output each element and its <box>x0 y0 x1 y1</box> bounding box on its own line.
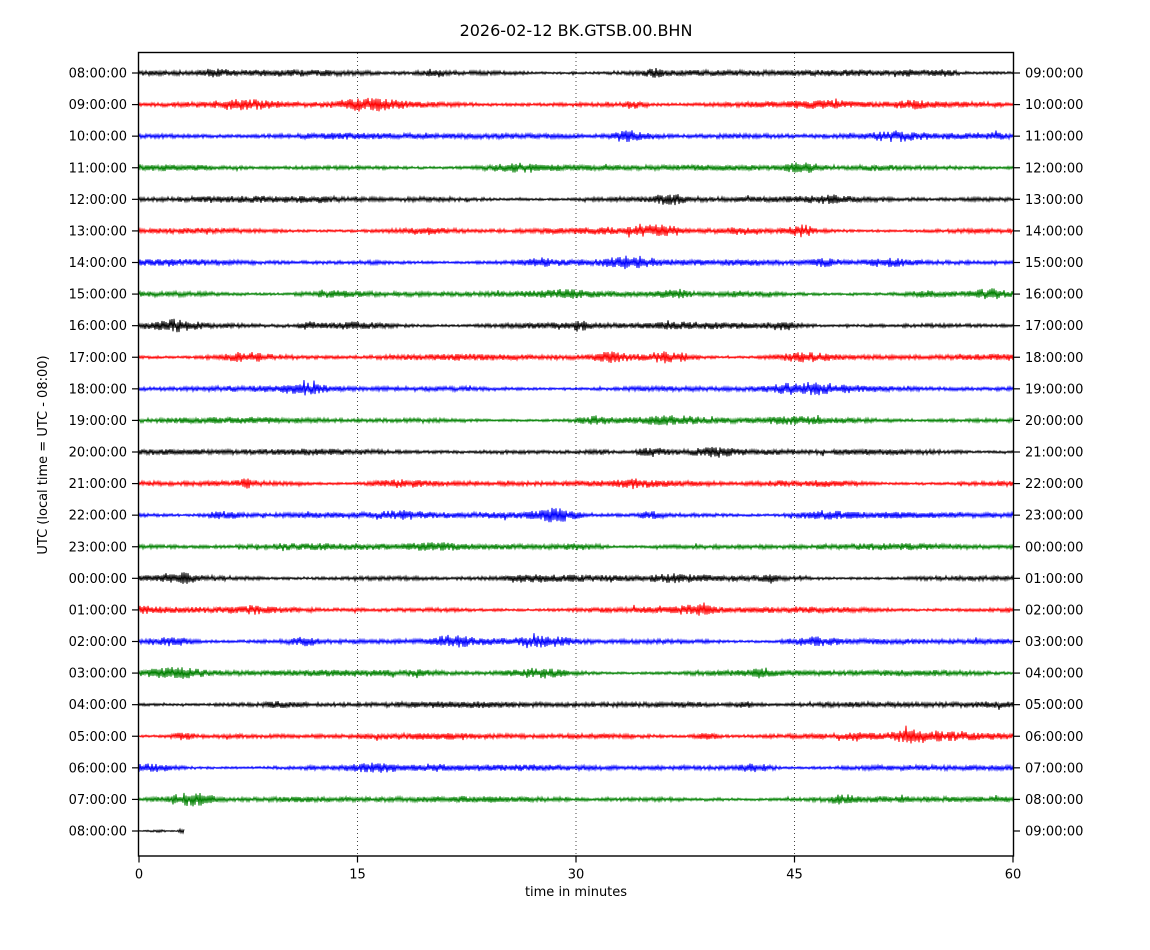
utc-time-label-row-15: 23:00:00 <box>69 540 127 555</box>
local-time-label-row-16: 01:00:00 <box>1025 572 1083 587</box>
seismogram-trace-220000 <box>138 507 1014 523</box>
chart-title: 2026-02-12 BK.GTSB.00.BHN <box>460 21 693 40</box>
seismogram-trace-110000 <box>138 162 1014 173</box>
seismogram-trace-190000 <box>138 414 1014 426</box>
utc-time-label-row-2: 10:00:00 <box>69 130 127 145</box>
seismogram-trace-150000 <box>138 288 1014 300</box>
local-time-label-row-1: 10:00:00 <box>1025 98 1083 113</box>
local-time-label-row-9: 18:00:00 <box>1025 351 1083 366</box>
label-layer: 0 15 30 45 60 08:00:00 09:00:00 09:00:00 10:00:0… <box>69 67 1084 883</box>
utc-time-label-row-19: 03:00:00 <box>69 667 127 682</box>
local-time-label-row-13: 22:00:00 <box>1025 477 1083 492</box>
seismogram-trace-120000 <box>138 194 1014 206</box>
utc-time-label-row-9: 17:00:00 <box>69 351 127 366</box>
local-time-label-row-23: 08:00:00 <box>1025 793 1083 808</box>
local-time-label-row-18: 03:00:00 <box>1025 635 1083 650</box>
utc-time-label-row-1: 09:00:00 <box>69 98 127 113</box>
utc-time-label-row-4: 12:00:00 <box>69 193 127 208</box>
utc-time-label-row-24: 08:00:00 <box>69 825 127 840</box>
x-tick-label-60: 60 <box>1005 868 1022 883</box>
utc-time-label-row-22: 06:00:00 <box>69 761 127 776</box>
local-time-label-row-7: 16:00:00 <box>1025 288 1083 303</box>
seismogram-trace-080000 <box>138 827 185 835</box>
local-time-label-row-11: 20:00:00 <box>1025 414 1083 429</box>
x-axis-label: time in minutes <box>525 885 627 900</box>
seismogram-trace-230000 <box>138 542 1014 552</box>
grid-layer <box>357 53 795 856</box>
local-time-label-row-2: 11:00:00 <box>1025 130 1083 145</box>
utc-time-label-row-0: 08:00:00 <box>69 67 127 82</box>
utc-time-label-row-14: 22:00:00 <box>69 509 127 524</box>
seismogram-trace-080000 <box>138 67 1014 78</box>
utc-time-label-row-12: 20:00:00 <box>69 446 127 461</box>
seismogram-trace-170000 <box>138 351 1014 364</box>
local-time-label-row-15: 00:00:00 <box>1025 540 1083 555</box>
trace-layer <box>138 67 1014 835</box>
local-time-label-row-19: 04:00:00 <box>1025 667 1083 682</box>
seismogram-trace-070000 <box>138 792 1014 807</box>
x-tick-label-0: 0 <box>135 868 143 883</box>
local-time-label-row-12: 21:00:00 <box>1025 446 1083 461</box>
utc-time-label-row-11: 19:00:00 <box>69 414 127 429</box>
utc-time-label-row-7: 15:00:00 <box>69 288 127 303</box>
utc-time-label-row-23: 07:00:00 <box>69 793 127 808</box>
seismogram-trace-200000 <box>138 446 1014 458</box>
local-time-label-row-17: 02:00:00 <box>1025 603 1083 618</box>
tick-layer <box>132 72 1020 863</box>
local-time-label-row-0: 09:00:00 <box>1025 67 1083 82</box>
seismogram-trace-010000 <box>138 602 1014 616</box>
utc-time-label-row-8: 16:00:00 <box>69 319 127 334</box>
seismogram-trace-020000 <box>138 633 1014 649</box>
local-time-label-row-6: 15:00:00 <box>1025 256 1083 271</box>
utc-time-label-row-13: 21:00:00 <box>69 477 127 492</box>
x-tick-label-15: 15 <box>349 868 366 883</box>
seismogram-trace-050000 <box>138 725 1014 744</box>
utc-time-label-row-16: 00:00:00 <box>69 572 127 587</box>
seismogram-trace-130000 <box>138 223 1014 238</box>
x-tick-label-45: 45 <box>786 868 803 883</box>
seismogram-trace-140000 <box>138 255 1014 270</box>
local-time-label-row-22: 07:00:00 <box>1025 761 1083 776</box>
local-time-label-row-3: 12:00:00 <box>1025 161 1083 176</box>
seismogram-trace-060000 <box>138 762 1014 773</box>
utc-time-label-row-21: 05:00:00 <box>69 730 127 745</box>
local-time-label-row-4: 13:00:00 <box>1025 193 1083 208</box>
utc-time-label-row-5: 13:00:00 <box>69 224 127 239</box>
utc-time-label-row-6: 14:00:00 <box>69 256 127 271</box>
utc-time-label-row-17: 01:00:00 <box>69 603 127 618</box>
utc-time-label-row-3: 11:00:00 <box>69 161 127 176</box>
local-time-label-row-10: 19:00:00 <box>1025 382 1083 397</box>
local-time-label-row-21: 06:00:00 <box>1025 730 1083 745</box>
local-time-label-row-20: 05:00:00 <box>1025 698 1083 713</box>
x-tick-label-30: 30 <box>568 868 585 883</box>
seismogram-trace-180000 <box>138 380 1014 396</box>
utc-time-label-row-10: 18:00:00 <box>69 382 127 397</box>
local-time-label-row-5: 14:00:00 <box>1025 224 1083 239</box>
local-time-label-row-8: 17:00:00 <box>1025 319 1083 334</box>
seismogram-trace-100000 <box>138 130 1014 142</box>
seismogram-trace-210000 <box>138 478 1014 490</box>
local-time-label-row-14: 23:00:00 <box>1025 509 1083 524</box>
seismogram-trace-000000 <box>138 572 1014 584</box>
y-axis-label: UTC (local time = UTC - 08:00) <box>36 355 51 554</box>
utc-time-label-row-20: 04:00:00 <box>69 698 127 713</box>
seismogram-trace-040000 <box>138 700 1014 710</box>
seismogram-trace-090000 <box>138 97 1014 112</box>
seismogram-trace-030000 <box>138 666 1014 679</box>
seismogram-trace-160000 <box>138 318 1014 333</box>
utc-time-label-row-18: 02:00:00 <box>69 635 127 650</box>
local-time-label-row-24: 09:00:00 <box>1025 825 1083 840</box>
